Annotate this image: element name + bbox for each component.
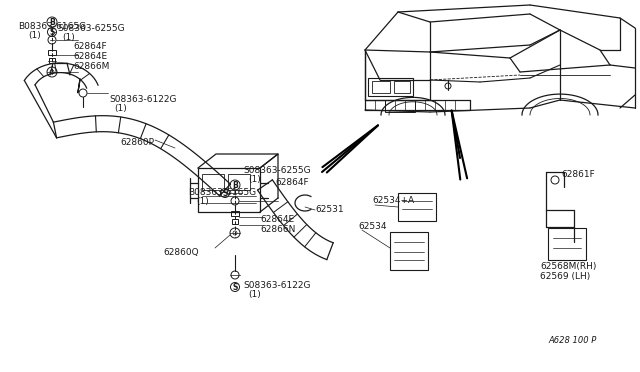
Text: B08363-6165G: B08363-6165G [18,22,86,31]
Bar [202,174,224,190]
Text: S08363-6255G: S08363-6255G [57,24,125,33]
Text: 62864F: 62864F [275,178,308,187]
Bar [548,228,586,260]
Bar [232,219,238,224]
Text: 62866M: 62866M [73,62,109,71]
Bar [372,81,390,93]
Text: 62861F: 62861F [561,170,595,179]
Bar [48,50,56,55]
Text: 62534: 62534 [358,222,387,231]
Text: S: S [232,282,237,292]
Text: S08363-6122G: S08363-6122G [243,281,310,290]
Bar [231,211,239,216]
Text: B: B [232,180,238,189]
Text: 62864E: 62864E [260,215,294,224]
Bar [49,58,55,63]
Text: 62534+A: 62534+A [372,196,414,205]
Text: 62568M(RH): 62568M(RH) [540,262,596,271]
Text: 62860P: 62860P [120,138,154,147]
Text: (1): (1) [62,33,75,42]
Text: (1): (1) [196,197,209,206]
Text: B08363-6165G: B08363-6165G [188,188,256,197]
Text: (1): (1) [114,104,127,113]
Text: 62860Q: 62860Q [163,248,198,257]
Text: (1): (1) [248,290,260,299]
Text: 62531: 62531 [315,205,344,214]
Text: S08363-6122G: S08363-6122G [109,95,177,104]
Bar [394,81,410,93]
Text: B: B [49,17,55,26]
Text: 62864F: 62864F [73,42,107,51]
Text: S: S [222,189,228,198]
Bar [398,193,436,221]
Text: (1): (1) [28,31,41,40]
Bar [228,174,250,190]
Text: 62864E: 62864E [73,52,107,61]
Text: (1): (1) [248,175,260,184]
Text: S: S [49,28,54,36]
Bar [385,100,415,112]
Text: S08363-6255G: S08363-6255G [243,166,310,175]
Bar [198,168,260,212]
Text: 62866N: 62866N [260,225,296,234]
Bar [368,78,413,96]
Text: 62569 (LH): 62569 (LH) [540,272,590,281]
Text: A628 100 P: A628 100 P [548,336,596,345]
Bar [390,232,428,270]
